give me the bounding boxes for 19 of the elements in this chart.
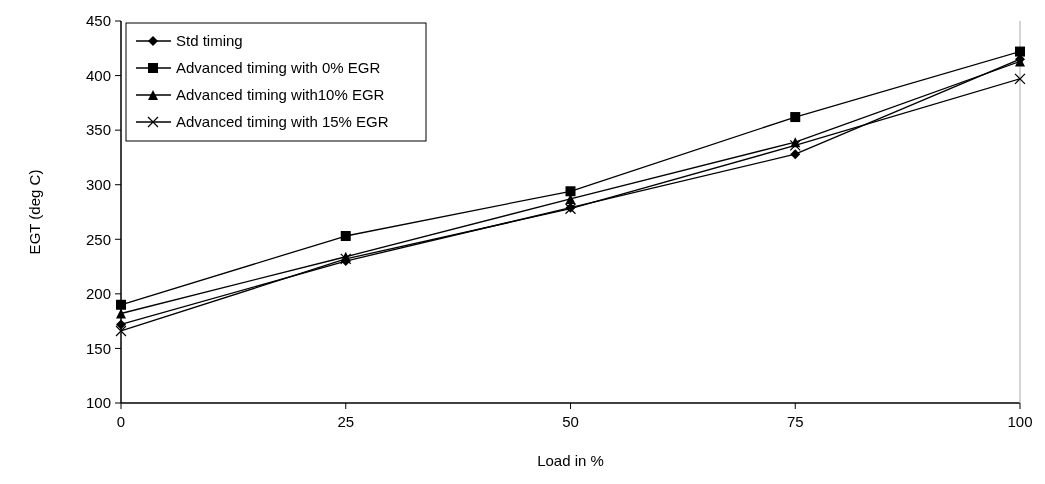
x-tick-label: 0 [116, 413, 126, 430]
y-tick-label: 400 [85, 66, 111, 84]
legend-label: Advanced timing with10% EGR [176, 86, 385, 104]
x-tick-label: 75 [786, 413, 804, 430]
x-axis-title: Load in % [537, 452, 604, 469]
legend-label: Advanced timing with 15% EGR [176, 113, 389, 131]
y-tick-label: 250 [85, 230, 111, 248]
y-tick-label: 300 [85, 175, 111, 193]
x-tick-label: 100 [1007, 413, 1033, 430]
y-tick-label: 350 [85, 121, 111, 139]
y-axis-title: EGT (deg C) [26, 169, 43, 255]
y-tick-label: 150 [85, 339, 111, 357]
y-tick-label: 200 [85, 285, 111, 303]
x-tick-label: 25 [337, 413, 355, 430]
x-tick-label: 50 [562, 413, 579, 430]
y-tick-label: 450 [85, 12, 111, 30]
legend-label: Advanced timing with 0% EGR [176, 59, 381, 77]
y-tick-label: 100 [85, 394, 111, 412]
legend-label: Std timing [176, 32, 243, 50]
